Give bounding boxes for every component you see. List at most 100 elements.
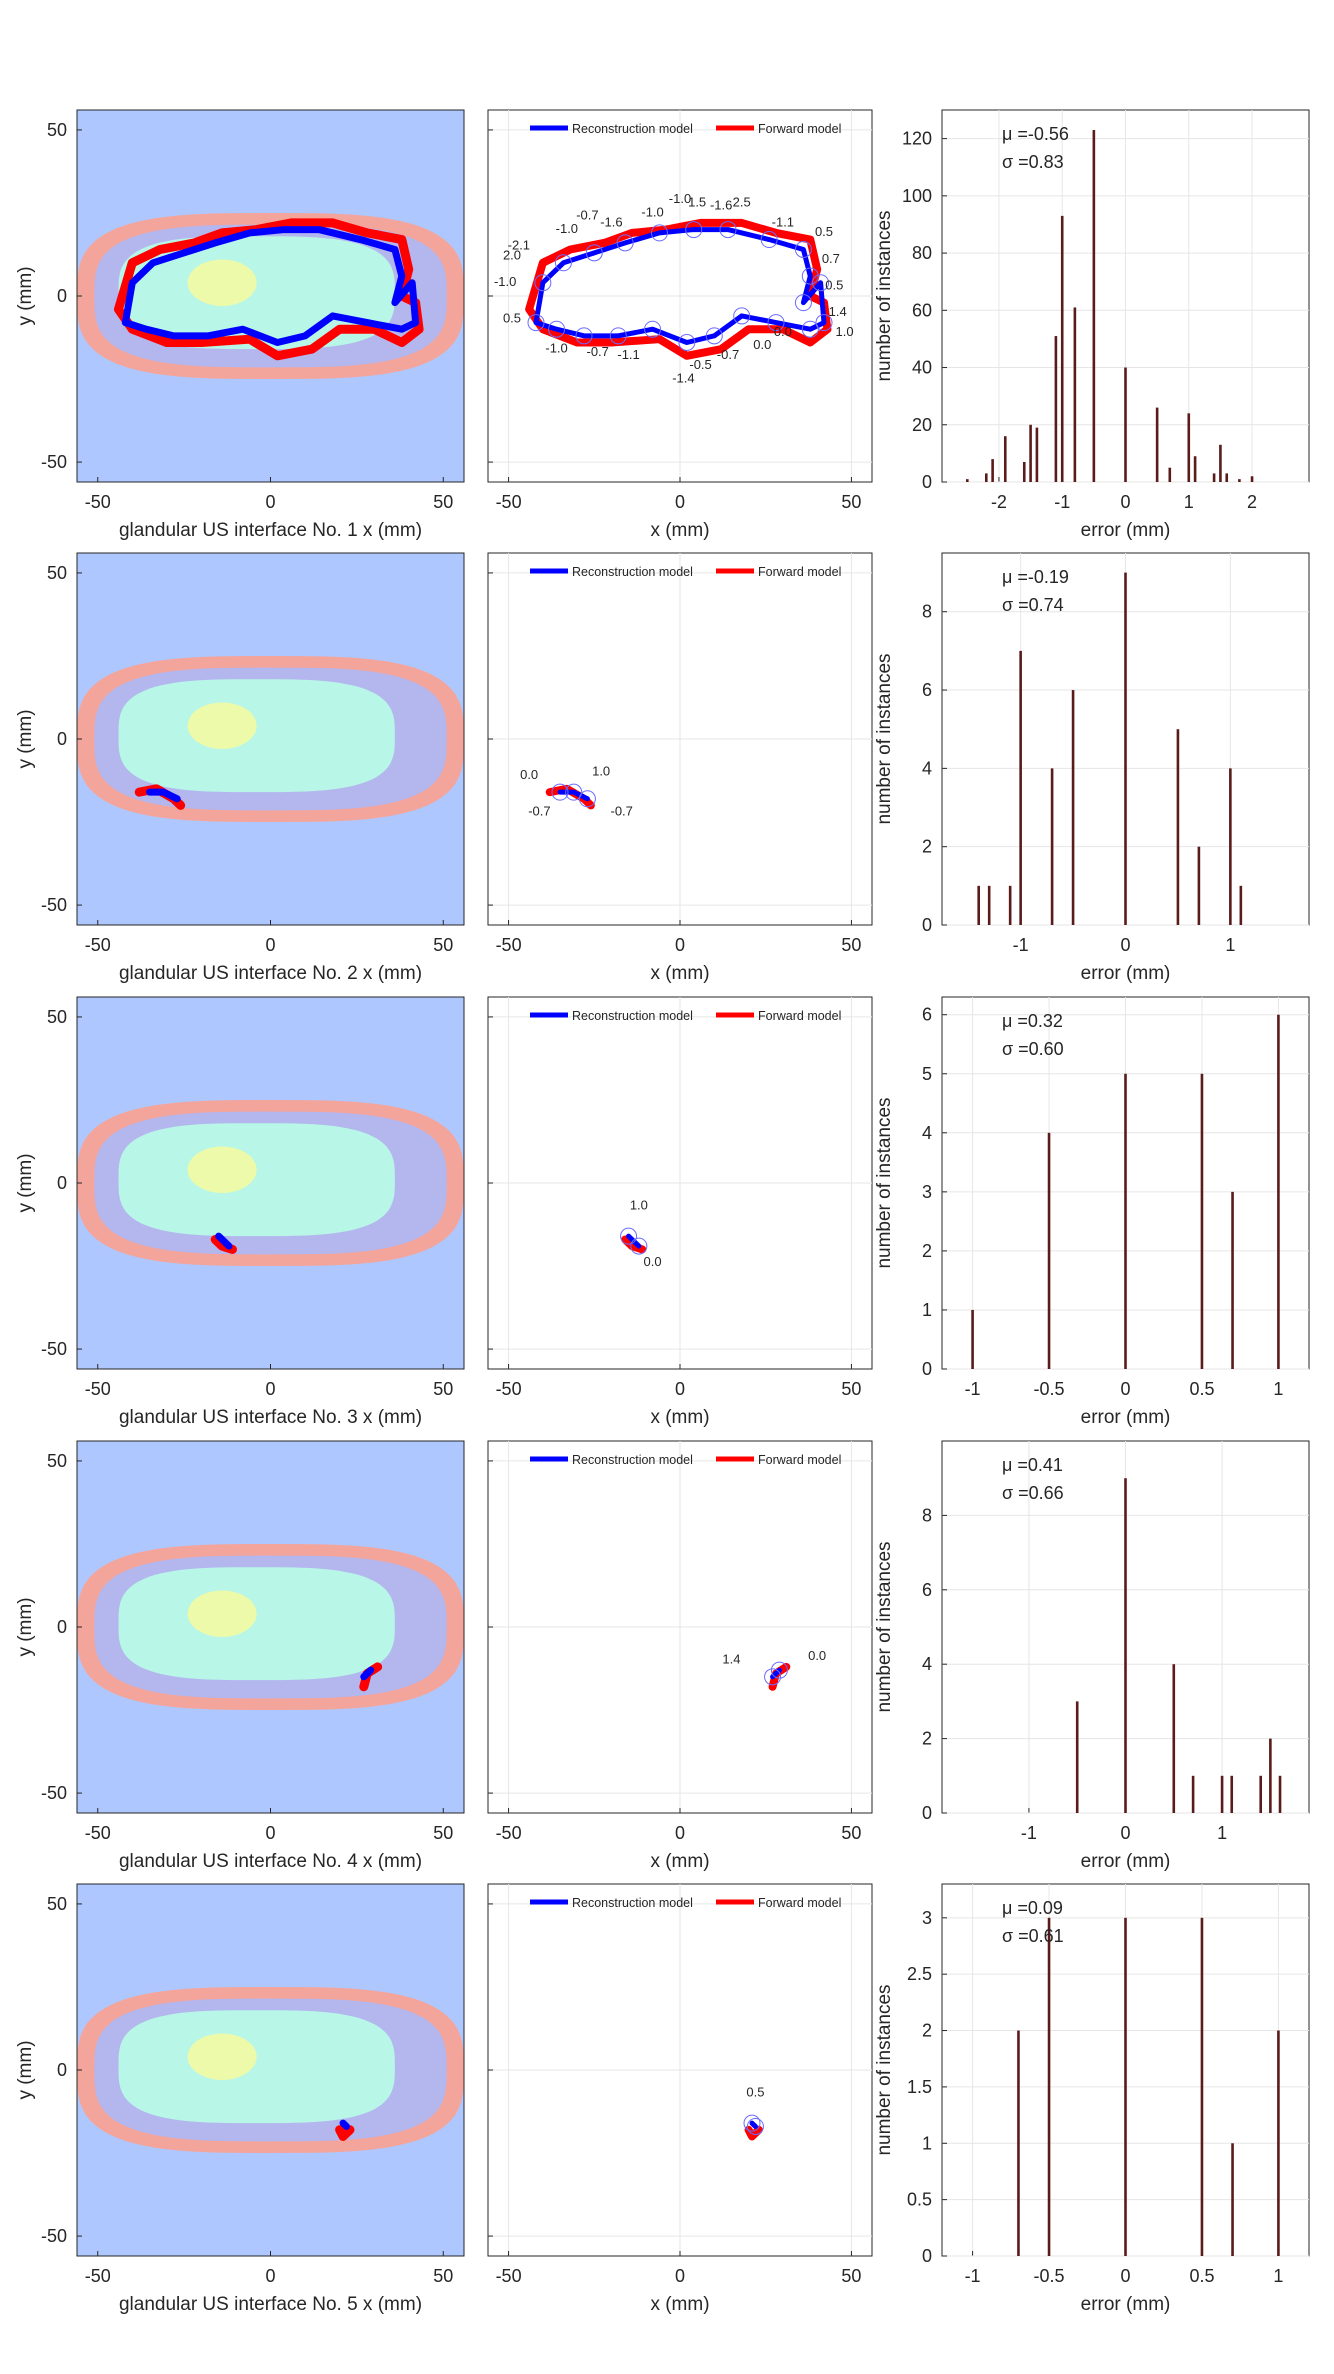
error-annotation: -0.5 <box>689 357 711 372</box>
y-tick-label: 0.5 <box>907 2190 932 2210</box>
error-annotation: 0.0 <box>644 1254 662 1269</box>
error-annotation: -0.7 <box>576 208 598 223</box>
y-tick-label: -50 <box>41 2226 67 2246</box>
x-tick-label: -1 <box>1054 492 1070 512</box>
forward-interface <box>335 2125 355 2141</box>
x-tick-label: 50 <box>841 1379 861 1399</box>
histogram-bar <box>1200 1073 1204 1369</box>
glandular-tissue <box>118 2010 395 2124</box>
histogram-bar <box>1168 467 1172 482</box>
sample-marker <box>565 783 583 801</box>
y-tick-label: 50 <box>47 1007 67 1027</box>
x-tick-label: -50 <box>85 935 111 955</box>
sample-marker <box>801 320 819 338</box>
histogram-bar <box>1239 885 1243 925</box>
y-tick-label: 40 <box>912 358 932 378</box>
x-tick-label: 0 <box>265 1823 275 1843</box>
sample-marker <box>812 274 830 292</box>
histogram-ylabel: number of instances <box>874 1984 895 2155</box>
sample-marker <box>685 221 703 239</box>
y-tick-label: 20 <box>912 415 932 435</box>
legend-forward-label: Forward model <box>758 122 841 136</box>
error-annotation: -1.0 <box>669 191 691 206</box>
x-tick-label: 0 <box>265 492 275 512</box>
heatmap-ylabel: y (mm) <box>15 1153 36 1212</box>
legend-forward-label: Forward model <box>758 1009 841 1023</box>
x-tick-label: 50 <box>433 492 453 512</box>
x-tick-label: -50 <box>496 2266 522 2286</box>
error-annotation: -1.1 <box>772 214 794 229</box>
histogram-bar <box>1071 690 1075 925</box>
x-tick-label: 0 <box>1120 492 1130 512</box>
y-tick-label: 0 <box>57 729 67 749</box>
tumor-region <box>187 702 257 749</box>
y-tick-label: 8 <box>922 1505 932 1525</box>
histogram-bar <box>1250 476 1254 482</box>
x-tick-label: 0 <box>265 1379 275 1399</box>
x-tick-label: -50 <box>85 1379 111 1399</box>
x-tick-label: -1 <box>1021 1823 1037 1843</box>
x-tick-label: -0.5 <box>1034 2266 1065 2286</box>
histogram-bar <box>987 885 991 925</box>
x-tick-label: 0 <box>265 2266 275 2286</box>
error-annotation: -1.1 <box>617 347 639 362</box>
y-tick-label: -50 <box>41 452 67 472</box>
x-tick-label: 50 <box>841 935 861 955</box>
sample-marker <box>551 783 569 801</box>
histogram-bar <box>1035 427 1039 482</box>
histogram-bar <box>1219 444 1222 482</box>
y-tick-label: 1 <box>922 1300 932 1320</box>
histogram-bar <box>1238 479 1241 482</box>
histogram-bar <box>1176 729 1180 925</box>
x-tick-label: 0 <box>675 492 685 512</box>
x-tick-label: 0 <box>675 935 685 955</box>
error-annotation: 0.5 <box>815 224 833 239</box>
sample-marker <box>743 2114 761 2132</box>
y-tick-label: -50 <box>41 1339 67 1359</box>
x-tick-label: 0 <box>1120 1379 1130 1399</box>
x-tick-label: -2 <box>991 492 1007 512</box>
error-annotation: 2.0 <box>503 247 521 262</box>
x-tick-label: 1 <box>1273 2266 1283 2286</box>
histogram-bar <box>1212 473 1216 482</box>
histogram-xlabel: error (mm) <box>1081 963 1171 984</box>
sample-marker <box>705 327 723 345</box>
histogram-bar <box>1231 1191 1234 1369</box>
histogram-bar <box>1124 572 1127 925</box>
heatmap-xlabel: glandular US interface No. 4 x (mm) <box>119 1851 422 1872</box>
x-tick-label: 0.5 <box>1189 2266 1214 2286</box>
error-annotation: -0.7 <box>587 344 609 359</box>
error-annotation: 2.5 <box>733 194 751 209</box>
x-tick-label: 0 <box>1120 1823 1130 1843</box>
error-annotation: 0.0 <box>774 324 792 339</box>
sample-marker <box>534 274 552 292</box>
error-annotation: -2.1 <box>508 238 530 253</box>
histogram-bar <box>966 479 969 482</box>
sample-marker <box>644 320 662 338</box>
tumor-region <box>187 259 257 306</box>
x-tick-label: 0 <box>265 935 275 955</box>
mean-label: μ =0.09 <box>1002 1898 1063 1918</box>
y-tick-label: 0 <box>57 1617 67 1637</box>
error-annotation: 0.0 <box>753 337 771 352</box>
reconstruction-interface <box>339 2119 351 2130</box>
error-annotation: -1.0 <box>641 204 663 219</box>
sample-marker <box>527 314 545 332</box>
sample-marker <box>616 234 634 252</box>
legend-forward-label: Forward model <box>758 1896 841 1910</box>
y-tick-label: 0 <box>922 2246 932 2266</box>
sample-marker <box>719 221 737 239</box>
interface-plot-xlabel: x (mm) <box>650 2294 709 2315</box>
y-tick-label: 4 <box>922 1654 932 1674</box>
sample-marker <box>554 254 572 272</box>
histogram-bar <box>1155 407 1159 482</box>
reconstruction-interface <box>360 1666 375 1681</box>
x-tick-label: -50 <box>496 1823 522 1843</box>
histogram-xlabel: error (mm) <box>1081 520 1171 541</box>
glandular-tissue <box>118 679 395 793</box>
x-tick-label: 50 <box>841 1823 861 1843</box>
mean-label: μ =-0.56 <box>1002 124 1069 144</box>
histogram-bar <box>1225 473 1229 482</box>
y-tick-label: 0 <box>57 1173 67 1193</box>
y-tick-label: 0 <box>922 472 932 492</box>
